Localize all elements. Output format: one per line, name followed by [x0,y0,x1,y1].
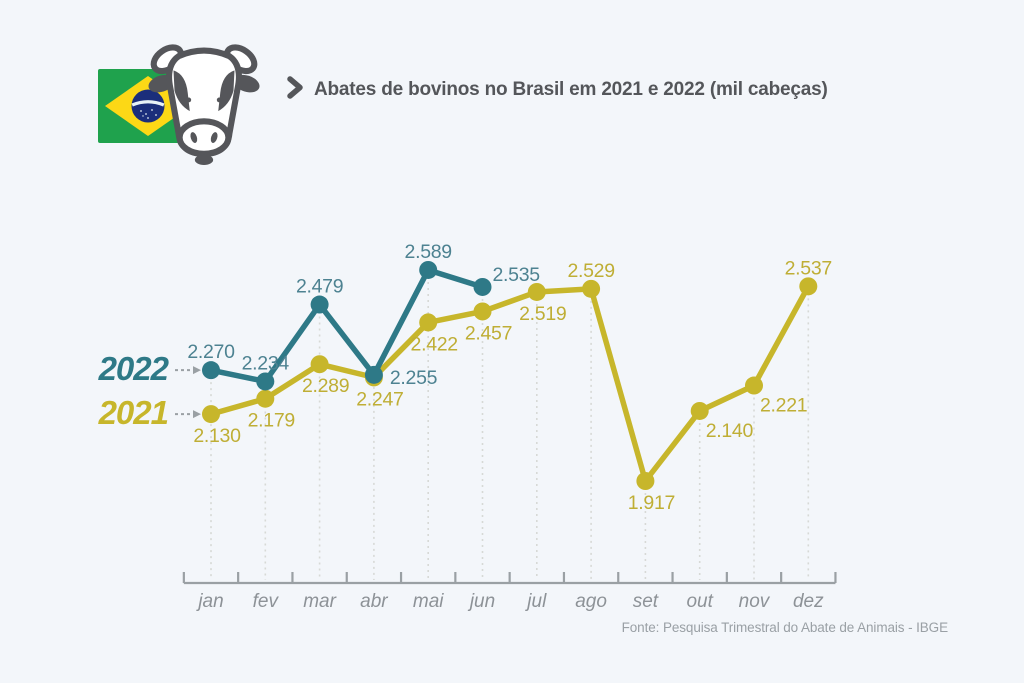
flag-white-band [131,100,165,107]
source-text: Fonte: Pesquisa Trimestral do Abate de A… [621,620,948,635]
cow-cheek-right [218,70,235,112]
value-label-2021-fev: 2.179 [248,410,295,432]
cow-cheek-left [173,70,190,112]
data-point-2022-mai [419,260,438,279]
data-point-2021-mar [310,355,329,374]
cow-eye-left [186,97,192,103]
data-point-2021-dez [799,277,818,296]
month-label-mar: mar [303,591,336,612]
month-label-dez: dez [793,591,824,612]
cow-chin [194,154,214,165]
series-line-2022 [208,267,486,385]
cow-muzzle [176,118,232,157]
value-label-2021-mai: 2.422 [411,333,458,355]
cow-nostril-left [190,132,198,143]
legend-arrow-head-2022 [193,366,201,375]
month-label-jan: jan [195,591,223,612]
flag-stars [140,109,157,119]
data-point-2021-fev [256,389,275,408]
data-point-2021-jan [202,405,220,424]
value-label-2021-jun: 2.457 [465,322,512,344]
value-label-2022-mar: 2.479 [296,276,343,298]
cow-icon [148,44,260,165]
value-label-2022-fev: 2.234 [242,352,290,374]
cow-nostril-right [210,132,218,143]
data-point-2021-ago [582,279,601,298]
month-label-nov: nov [739,591,771,612]
chart-title: Abates de bovinos no Brasil em 2021 e 20… [314,79,828,100]
value-label-2021-nov: 2.221 [760,395,807,417]
month-label-jul: jul [524,591,547,612]
value-label-2021-out: 2.140 [706,420,754,442]
data-point-2021-jul [527,282,546,301]
data-point-2022-jun [473,277,492,296]
data-point-2022-mar [310,295,329,314]
cow-eye-right [216,97,222,103]
data-point-2021-mai [419,313,438,332]
data-point-2022-abr [364,365,383,384]
month-label-jun: jun [467,591,495,612]
month-label-set: set [633,591,659,612]
legend-label-2021: 2021 [98,394,168,431]
data-point-2022-jan [202,361,220,380]
value-label-2021-jul: 2.519 [519,303,566,325]
legend-label-2022: 2022 [98,350,170,387]
value-label-2021-set: 1.917 [628,492,675,514]
header: Abates de bovinos no Brasil em 2021 e 20… [0,0,1024,180]
value-label-2021-jan: 2.130 [193,425,241,447]
value-label-2021-ago: 2.529 [567,260,614,282]
data-point-2021-out [690,401,709,420]
value-label-2021-mar: 2.289 [302,375,349,397]
value-label-2022-jun: 2.535 [493,264,541,286]
legend-arrow-head-2021 [193,410,201,419]
month-label-ago: ago [575,591,607,612]
value-label-2022-mai: 2.589 [405,241,452,263]
value-label-2021-dez: 2.537 [785,257,832,279]
value-label-2022-abr: 2.255 [390,367,438,389]
chevron-right-icon [287,76,303,99]
month-label-abr: abr [360,591,388,612]
month-label-fev: fev [253,591,280,612]
month-label-mai: mai [413,591,444,612]
series-line-2021 [208,283,812,484]
value-label-2021-abr: 2.247 [356,388,403,410]
data-point-2021-jun [473,302,492,321]
data-point-2021-nov [745,376,763,395]
value-label-2022-jan: 2.270 [187,341,235,363]
data-point-2021-set [636,472,655,490]
data-point-2022-fev [256,372,275,391]
month-label-out: out [686,591,713,612]
